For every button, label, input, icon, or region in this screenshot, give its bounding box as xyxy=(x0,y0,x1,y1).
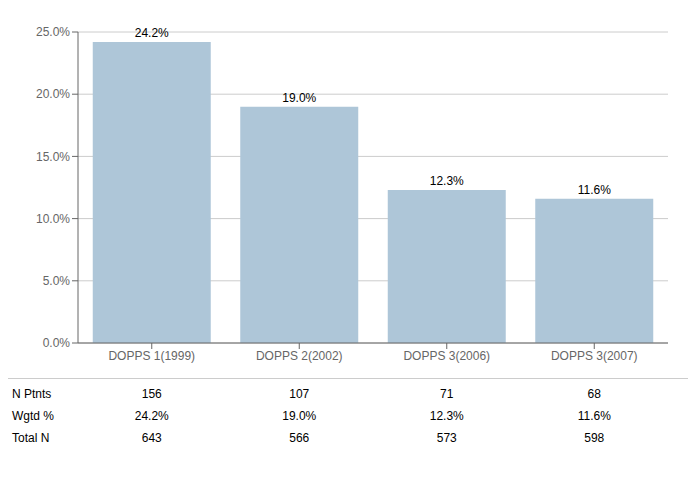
html-text:566: 566 xyxy=(289,431,310,445)
svg-text:DOPPS 2(2002): DOPPS 2(2002) xyxy=(256,349,343,363)
svg-text:11.6%: 11.6% xyxy=(578,183,611,197)
html-text:68: 68 xyxy=(587,387,601,401)
svg-text:12.3%: 12.3% xyxy=(430,174,464,188)
html-text:Total N: Total N xyxy=(12,431,50,445)
svg-text:20.0%: 20.0% xyxy=(36,87,70,101)
svg-text:5.0%: 5.0% xyxy=(43,274,71,288)
svg-text:DOPPS 3(2006): DOPPS 3(2006) xyxy=(403,349,490,363)
html-text:19.0%: 19.0% xyxy=(282,409,317,423)
html-text:643: 643 xyxy=(141,431,162,445)
html-text:12.3%: 12.3% xyxy=(429,409,464,423)
svg-text:15.0%: 15.0% xyxy=(36,150,70,164)
html-text:N Ptnts: N Ptnts xyxy=(12,387,52,401)
html-text:24.2%: 24.2% xyxy=(134,409,169,423)
svg-text:24.2%: 24.2% xyxy=(135,26,169,40)
html-text:71: 71 xyxy=(440,387,454,401)
html-text:573: 573 xyxy=(436,431,457,445)
html-text:Wgtd %: Wgtd % xyxy=(12,409,54,423)
html-text:598: 598 xyxy=(584,431,605,445)
svg-text:DOPPS 3(2007): DOPPS 3(2007) xyxy=(551,349,638,363)
html-text:107: 107 xyxy=(289,387,310,401)
svg-text:10.0%: 10.0% xyxy=(36,212,70,226)
svg-text:DOPPS 1(1999): DOPPS 1(1999) xyxy=(108,349,195,363)
html-text:11.6%: 11.6% xyxy=(577,409,611,423)
svg-text:19.0%: 19.0% xyxy=(282,91,316,105)
svg-text:0.0%: 0.0% xyxy=(43,336,71,350)
html-text:156: 156 xyxy=(141,387,162,401)
svg-text:25.0%: 25.0% xyxy=(36,25,70,39)
